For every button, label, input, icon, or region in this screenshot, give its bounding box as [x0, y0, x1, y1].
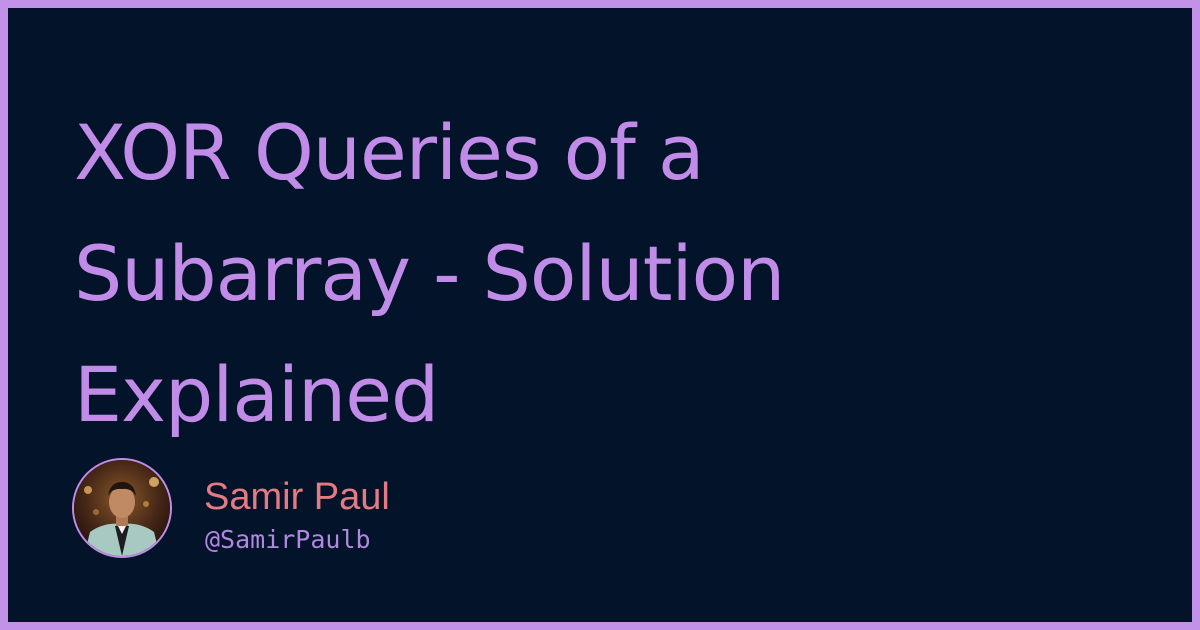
title-line-3: Explained — [74, 350, 439, 439]
title-line-1: XOR Queries of a — [74, 108, 705, 197]
author-handle: @SamirPaulb — [205, 525, 371, 554]
avatar — [72, 458, 172, 558]
profile-photo-icon — [74, 460, 170, 556]
page-title: XOR Queries of a Subarray - Solution Exp… — [74, 92, 1074, 455]
title-line-2: Subarray - Solution — [74, 229, 785, 318]
social-card: XOR Queries of a Subarray - Solution Exp… — [8, 8, 1192, 622]
author-name: Samir Paul — [204, 476, 390, 518]
